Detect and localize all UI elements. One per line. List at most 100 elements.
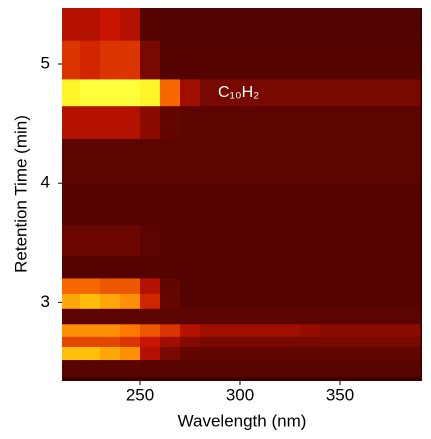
heatmap-cell xyxy=(260,224,281,257)
heatmap-cell xyxy=(120,105,141,139)
heatmap-cell xyxy=(160,346,181,361)
heatmap-cell xyxy=(100,105,121,139)
heatmap-cell xyxy=(140,277,161,294)
heatmap-cell xyxy=(380,224,401,257)
heatmap-cell xyxy=(380,78,401,107)
heatmap-cell xyxy=(180,308,201,325)
heatmap-cell xyxy=(340,255,361,279)
heatmap-cell xyxy=(200,255,221,279)
heatmap-cell xyxy=(360,255,381,279)
heatmap-cell xyxy=(220,293,241,309)
heatmap-cell xyxy=(280,183,301,226)
heatmap-cell xyxy=(120,78,141,107)
heatmap-cell xyxy=(320,293,341,309)
heatmap-cell xyxy=(280,323,301,337)
heatmap-cell xyxy=(300,105,321,139)
heatmap-cell xyxy=(200,359,221,377)
heatmap-cell xyxy=(300,293,321,309)
heatmap-cell xyxy=(380,138,401,184)
heatmap-cell xyxy=(100,138,121,184)
heatmap-cell xyxy=(80,78,101,107)
heatmap-cell xyxy=(120,308,141,325)
heatmap-cell xyxy=(80,308,101,325)
heatmap-cell xyxy=(160,277,181,294)
heatmap-cell xyxy=(240,105,261,139)
heatmap-cell xyxy=(120,336,141,347)
heatmap-cell xyxy=(340,8,361,41)
heatmap-cell xyxy=(340,308,361,325)
heatmap-cell xyxy=(120,293,141,309)
heatmap-cell xyxy=(320,40,341,80)
heatmap-cell xyxy=(260,277,281,294)
heatmap-cell xyxy=(62,105,81,139)
heatmap-cell xyxy=(80,8,101,41)
heatmap-cell xyxy=(100,224,121,257)
heatmap-cell xyxy=(260,183,281,226)
heatmap-cell xyxy=(360,105,381,139)
heatmap-cell xyxy=(100,78,121,107)
heatmap-cell xyxy=(62,359,81,377)
heatmap-cell xyxy=(180,183,201,226)
heatmap-cell xyxy=(240,183,261,226)
heatmap-cell xyxy=(160,323,181,337)
heatmap-cell xyxy=(140,359,161,377)
heatmap-cell xyxy=(240,293,261,309)
heatmap-cell xyxy=(120,224,141,257)
heatmap-cell xyxy=(360,293,381,309)
heatmap-cell xyxy=(280,336,301,347)
heatmap-cell xyxy=(360,78,381,107)
heatmap-cell xyxy=(180,346,201,361)
heatmap-cell xyxy=(380,40,401,80)
heatmap-cell xyxy=(380,308,401,325)
heatmap-cell xyxy=(340,277,361,294)
heatmap-cell xyxy=(62,224,81,257)
heatmap-cell xyxy=(340,224,361,257)
heatmap-cell xyxy=(180,40,201,80)
heatmap-cell xyxy=(80,336,101,347)
heatmap-cell xyxy=(400,183,421,226)
heatmap-cell xyxy=(80,293,101,309)
heatmap-cell xyxy=(340,323,361,337)
heatmap-cell xyxy=(200,224,221,257)
heatmap-cell xyxy=(400,359,421,377)
heatmap-cell xyxy=(140,293,161,309)
heatmap-cell xyxy=(280,78,301,107)
heatmap-cell xyxy=(100,40,121,80)
heatmap-cell xyxy=(380,183,401,226)
heatmap-cell xyxy=(120,8,141,41)
heatmap-cell xyxy=(380,105,401,139)
heatmap-cell xyxy=(80,359,101,377)
heatmap-cell xyxy=(140,255,161,279)
heatmap-cell xyxy=(220,308,241,325)
heatmap-cell xyxy=(400,346,421,361)
heatmap-cell xyxy=(320,323,341,337)
heatmap-cell xyxy=(140,138,161,184)
heatmap-cell xyxy=(220,346,241,361)
heatmap-cell xyxy=(320,183,341,226)
heatmap-cell xyxy=(240,8,261,41)
heatmap-cell xyxy=(200,138,221,184)
heatmap-cell xyxy=(280,8,301,41)
heatmap-cell xyxy=(200,183,221,226)
heatmap-cell xyxy=(240,138,261,184)
heatmap-cell xyxy=(220,105,241,139)
heatmap-cell xyxy=(280,105,301,139)
heatmap-cell xyxy=(320,8,341,41)
heatmap-cell xyxy=(240,346,261,361)
heatmap-cell xyxy=(62,277,81,294)
heatmap-cell xyxy=(200,336,221,347)
heatmap-cell xyxy=(220,138,241,184)
heatmap-cell xyxy=(180,8,201,41)
heatmap-cell xyxy=(400,293,421,309)
heatmap-cell xyxy=(80,224,101,257)
heatmap-cell xyxy=(220,78,241,107)
heatmap-cell xyxy=(380,323,401,337)
heatmap-cell xyxy=(220,224,241,257)
heatmap-cell xyxy=(100,359,121,377)
heatmap-cell xyxy=(360,40,381,80)
heatmap-cell xyxy=(300,359,321,377)
heatmap-cell xyxy=(260,336,281,347)
heatmap-cell xyxy=(300,224,321,257)
heatmap-cell xyxy=(160,78,181,107)
heatmap-cell xyxy=(360,336,381,347)
